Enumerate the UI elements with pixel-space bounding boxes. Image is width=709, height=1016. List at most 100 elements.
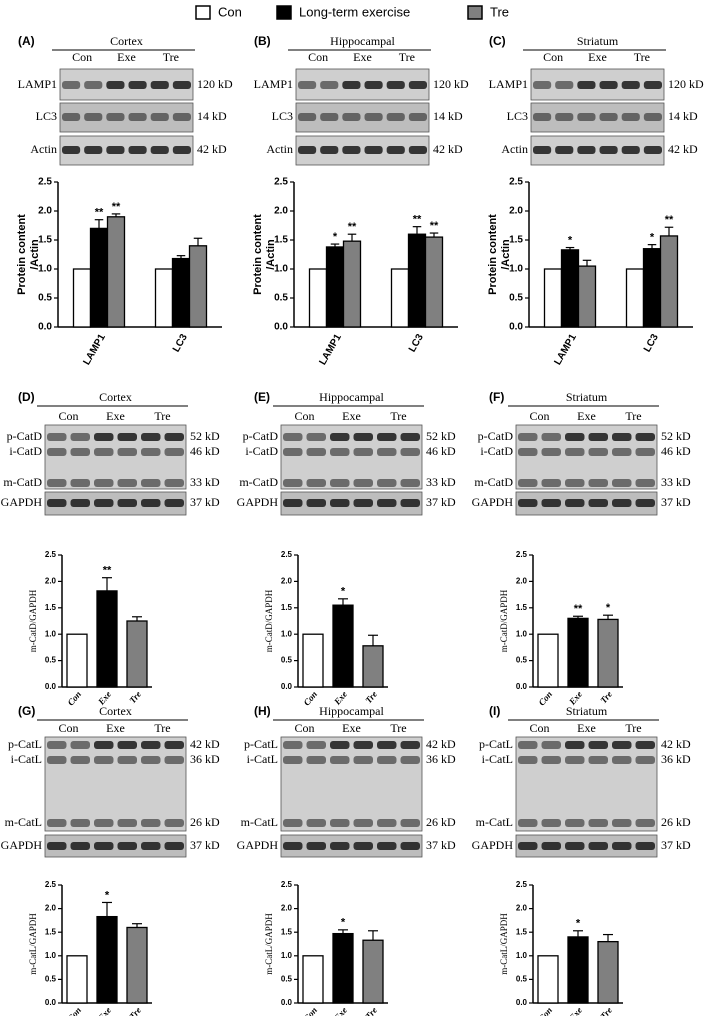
blot-strip [280,736,423,832]
blot-band [353,433,373,441]
y-tick-label: 1.5 [516,927,528,936]
y-tick-label: 1.5 [38,235,52,246]
blot-row-label: GAPDH [1,838,43,852]
blot-band [377,433,397,441]
y-tick-label: 1.0 [281,629,293,638]
blot-band [330,448,350,456]
blot-band [283,756,303,764]
blot-row-label: i-CatL [11,752,42,766]
blot-size-label: 42 kD [433,142,463,156]
blot-region: Striatum [566,704,608,718]
blot-band [47,479,67,487]
blot-band [635,756,655,764]
blot-band [541,499,561,507]
blot-band [541,448,561,456]
blot-band [635,819,655,827]
blot-band [106,81,125,89]
lane-label: Tre [399,50,415,64]
blot-band [70,479,90,487]
blot-band [400,448,420,456]
blot-band [128,113,147,121]
blot-strip [280,491,423,516]
y-tick-label: 1.5 [274,235,288,246]
y-axis-label: /Actin [500,239,512,270]
blot-band [320,113,339,121]
x-tick-label: Con [65,689,83,707]
blot-band [635,479,655,487]
bar [407,233,427,328]
x-tick-label: LAMP1 [317,332,344,367]
blot-size-label: 33 kD [661,475,691,489]
bar [325,246,345,328]
blot-size-label: 14 kD [433,109,463,123]
blot-band [518,448,538,456]
blot-region: Striatum [566,390,608,404]
y-tick-label: 0.5 [281,975,293,984]
blot-band [141,819,161,827]
blot-strip [515,491,658,516]
blot-band [141,479,161,487]
blot-size-label: 42 kD [190,737,220,751]
blot-size-label: 37 kD [190,495,220,509]
blot-band [353,819,373,827]
y-axis-label: m-CatD/GAPDH [499,589,509,652]
blot-band [283,819,303,827]
x-tick-label: Con [301,1005,319,1016]
blot-band [364,113,383,121]
legend-label: Con [218,4,242,19]
blot-band [518,479,538,487]
blot-band [283,741,303,749]
y-tick-label: 0.0 [274,322,288,333]
blot-band [400,433,420,441]
blot-band [518,756,538,764]
blot-size-label: 36 kD [426,752,456,766]
y-tick-label: 0.5 [516,656,528,665]
blot-band [141,756,161,764]
y-tick-label: 2.0 [38,206,52,217]
blot-band [577,81,596,89]
blot-row-label: m-CatL [5,815,42,829]
blot-band [330,842,350,850]
y-tick-label: 0.0 [509,322,523,333]
blot-band [70,448,90,456]
y-tick-label: 1.5 [509,235,523,246]
blot-band [621,146,640,154]
y-tick-label: 1.0 [281,951,293,960]
blot-band [70,741,90,749]
blot-size-label: 42 kD [661,737,691,751]
y-tick-label: 0.5 [509,293,523,304]
lane-label: Tre [625,409,641,423]
y-tick-label: 1.5 [45,603,57,612]
blot-row-label: p-CatD [7,429,43,443]
y-tick-label: 2.5 [281,880,293,889]
bar [543,268,563,328]
y-tick-label: 2.0 [516,577,528,586]
blot-size-label: 52 kD [661,429,691,443]
blot-size-label: 37 kD [426,495,456,509]
y-tick-label: 1.0 [38,264,52,275]
bar [89,227,109,328]
bar [171,257,191,328]
legend-label: Long-term exercise [299,4,410,19]
blot-row-label: LC3 [272,109,293,123]
blot-band [377,448,397,456]
blot-band [117,842,137,850]
blot-band [541,756,561,764]
blot-row-label: m-CatD [239,475,278,489]
blot-band [330,756,350,764]
blot-row-label: p-CatD [243,429,279,443]
blot-band [599,113,618,121]
significance: * [568,234,573,246]
blot-band [330,819,350,827]
lane-label: Tre [390,721,406,735]
blot-band [565,448,585,456]
blot-row-label: m-CatL [476,815,513,829]
blot-band [377,756,397,764]
blot-row-label: LAMP1 [489,77,528,91]
blot-size-label: 37 kD [190,838,220,852]
blot-band [306,741,326,749]
bar [362,645,384,688]
y-tick-label: 0.0 [38,322,52,333]
lane-label: Exe [106,721,125,735]
blot-region: Hippocampal [319,390,384,404]
